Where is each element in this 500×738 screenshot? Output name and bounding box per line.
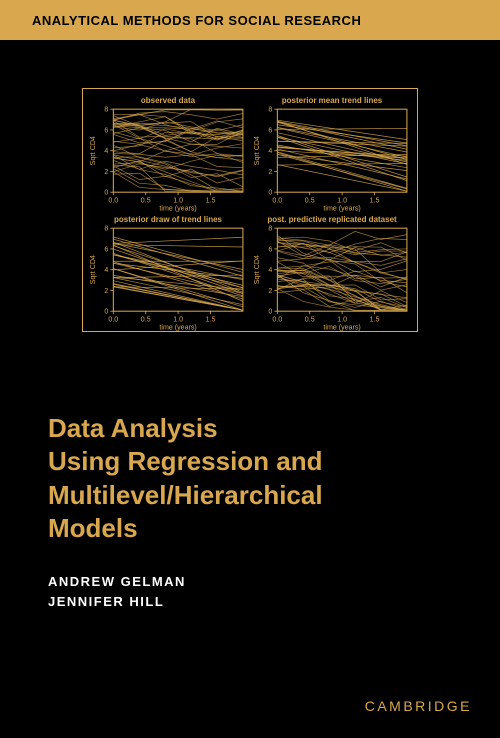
svg-text:0.5: 0.5 bbox=[141, 196, 151, 204]
author-name: JENNIFER HILL bbox=[48, 592, 186, 612]
svg-text:8: 8 bbox=[268, 106, 272, 114]
svg-text:0.5: 0.5 bbox=[141, 316, 151, 324]
svg-text:6: 6 bbox=[268, 246, 272, 254]
svg-text:2: 2 bbox=[268, 287, 272, 295]
publisher-name: CAMBRIDGE bbox=[365, 698, 472, 714]
svg-text:8: 8 bbox=[104, 225, 108, 233]
svg-text:Sqrt CD4: Sqrt CD4 bbox=[89, 256, 97, 285]
plot-posterior-mean: posterior mean trend lines 0.00.51.01.50… bbox=[251, 95, 413, 212]
svg-text:time (years): time (years) bbox=[323, 324, 360, 332]
svg-text:1.0: 1.0 bbox=[173, 316, 183, 324]
plot-predictive: post. predictive replicated dataset 0.00… bbox=[251, 214, 413, 331]
svg-text:2: 2 bbox=[104, 168, 108, 176]
svg-text:1.0: 1.0 bbox=[337, 196, 347, 204]
svg-text:4: 4 bbox=[104, 267, 108, 275]
plot-svg: 0.0 0.5 1.0 1.5 0 2 4 6 8 time (years) Sqrt CD4 bbox=[87, 95, 249, 212]
svg-text:time (years): time (years) bbox=[159, 204, 196, 212]
book-cover: ANALYTICAL METHODS FOR SOCIAL RESEARCH o… bbox=[0, 0, 500, 738]
svg-text:6: 6 bbox=[268, 126, 272, 134]
svg-text:Sqrt CD4: Sqrt CD4 bbox=[253, 256, 261, 285]
svg-text:0.0: 0.0 bbox=[108, 316, 118, 324]
svg-text:time (years): time (years) bbox=[323, 204, 360, 212]
plot-observed-data: observed data 0.0 0.5 1.0 1.5 0 2 4 6 8 time (yea… bbox=[87, 95, 249, 212]
svg-text:0.5: 0.5 bbox=[305, 196, 315, 204]
plot-title: observed data bbox=[87, 96, 249, 105]
svg-text:1.0: 1.0 bbox=[337, 316, 347, 324]
svg-text:0: 0 bbox=[104, 308, 108, 316]
svg-text:1.5: 1.5 bbox=[206, 196, 216, 204]
plot-posterior-draw: posterior draw of trend lines 0.0 0.5 1.0 1… bbox=[87, 214, 249, 331]
svg-text:0.0: 0.0 bbox=[108, 196, 118, 204]
plot-title: posterior draw of trend lines bbox=[87, 215, 249, 224]
svg-text:1.5: 1.5 bbox=[370, 316, 380, 324]
svg-text:0: 0 bbox=[104, 189, 108, 197]
svg-text:Sqrt CD4: Sqrt CD4 bbox=[89, 136, 97, 165]
authors-block: ANDREW GELMAN JENNIFER HILL bbox=[48, 572, 186, 612]
svg-text:8: 8 bbox=[268, 225, 272, 233]
svg-text:6: 6 bbox=[104, 246, 108, 254]
svg-text:0: 0 bbox=[268, 189, 272, 197]
svg-text:0.0: 0.0 bbox=[272, 316, 282, 324]
svg-text:4: 4 bbox=[104, 147, 108, 155]
svg-text:time (years): time (years) bbox=[159, 324, 196, 332]
author-name: ANDREW GELMAN bbox=[48, 572, 186, 592]
title-line: Data Analysis bbox=[48, 412, 428, 445]
plot-grid: observed data 0.0 0.5 1.0 1.5 0 2 4 6 8 time (yea… bbox=[82, 88, 418, 332]
svg-text:0.0: 0.0 bbox=[272, 196, 282, 204]
svg-text:1.5: 1.5 bbox=[370, 196, 380, 204]
svg-text:1.5: 1.5 bbox=[206, 316, 216, 324]
plot-svg: 0.0 0.5 1.0 1.5 0 2 4 6 8 time (years) Sqrt CD4 bbox=[87, 214, 249, 331]
svg-text:2: 2 bbox=[104, 287, 108, 295]
svg-text:0.5: 0.5 bbox=[305, 316, 315, 324]
svg-text:Sqrt CD4: Sqrt CD4 bbox=[253, 136, 261, 165]
series-banner: ANALYTICAL METHODS FOR SOCIAL RESEARCH bbox=[0, 0, 500, 40]
book-title: Data Analysis Using Regression and Multi… bbox=[48, 412, 428, 545]
title-line: Using Regression and bbox=[48, 445, 428, 478]
series-title: ANALYTICAL METHODS FOR SOCIAL RESEARCH bbox=[32, 13, 361, 28]
plot-svg: 0.0 0.5 1.0 1.5 0 2 4 6 8 time (years) Sqrt CD4 bbox=[251, 95, 413, 212]
svg-text:0: 0 bbox=[268, 308, 272, 316]
svg-text:6: 6 bbox=[104, 126, 108, 134]
svg-text:4: 4 bbox=[268, 267, 272, 275]
plot-svg: 0.0 0.5 1.0 1.5 0 2 4 6 8 time (years) Sqrt CD4 bbox=[251, 214, 413, 331]
plot-title: posterior mean trend lines bbox=[251, 96, 413, 105]
title-line: Models bbox=[48, 512, 428, 545]
svg-text:1.0: 1.0 bbox=[173, 196, 183, 204]
svg-text:8: 8 bbox=[104, 106, 108, 114]
title-line: Multilevel/Hierarchical bbox=[48, 479, 428, 512]
plot-title: post. predictive replicated dataset bbox=[251, 215, 413, 224]
svg-text:4: 4 bbox=[268, 147, 272, 155]
svg-text:2: 2 bbox=[268, 168, 272, 176]
